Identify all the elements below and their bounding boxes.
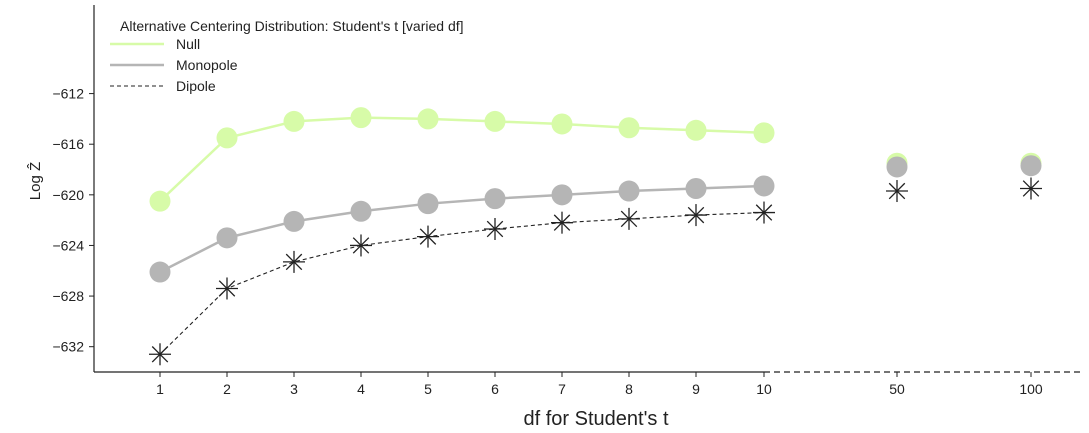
series-null bbox=[149, 107, 1042, 212]
asterisk-stroke bbox=[352, 237, 370, 254]
series-layer bbox=[149, 107, 1042, 366]
legend-title: Alternative Centering Distribution: Stud… bbox=[120, 18, 464, 34]
data-point-null bbox=[417, 108, 439, 130]
data-point-dipole bbox=[484, 217, 506, 240]
data-point-dipole bbox=[283, 250, 305, 273]
data-point-null bbox=[216, 127, 238, 149]
asterisk-stroke bbox=[151, 346, 169, 363]
legend: Alternative Centering Distribution: Stud… bbox=[110, 18, 464, 94]
asterisk-stroke bbox=[888, 182, 906, 200]
data-point-dipole bbox=[350, 234, 372, 257]
data-point-dipole bbox=[685, 204, 707, 227]
asterisk-stroke bbox=[1022, 180, 1040, 197]
x-tick-label: 8 bbox=[625, 381, 633, 397]
asterisk-stroke bbox=[285, 253, 303, 271]
asterisk-stroke bbox=[218, 280, 236, 297]
data-point-null bbox=[618, 117, 640, 139]
data-point-monopole bbox=[1020, 155, 1042, 177]
x-tick-label: 1 bbox=[156, 381, 164, 397]
x-tick-label: 6 bbox=[491, 381, 499, 397]
data-point-monopole bbox=[283, 210, 305, 232]
data-point-monopole bbox=[484, 188, 506, 210]
x-tick-label: 7 bbox=[558, 381, 566, 397]
x-tick-label: 9 bbox=[692, 381, 700, 397]
data-point-dipole bbox=[149, 343, 171, 366]
x-axis-title: df for Student's t bbox=[523, 408, 668, 430]
data-point-monopole bbox=[350, 200, 372, 222]
data-point-monopole bbox=[551, 184, 573, 206]
x-ticks: 1 2 3 4 5 6 7 8 9 10 50 100 bbox=[156, 372, 1043, 397]
x-tick-label: 4 bbox=[357, 381, 365, 397]
data-point-monopole bbox=[417, 193, 439, 215]
data-point-dipole bbox=[1020, 177, 1042, 200]
x-tick-label: 50 bbox=[889, 381, 905, 397]
data-point-monopole bbox=[753, 175, 775, 197]
data-point-null bbox=[551, 113, 573, 135]
asterisk-stroke bbox=[620, 210, 638, 228]
data-point-dipole bbox=[551, 211, 573, 234]
series-monopole bbox=[149, 155, 1042, 283]
data-point-monopole bbox=[886, 156, 908, 178]
data-point-monopole bbox=[216, 227, 238, 249]
series-line-monopole bbox=[159, 184, 765, 274]
x-tick-label: 3 bbox=[290, 381, 298, 397]
data-point-monopole bbox=[149, 261, 171, 283]
x-tick-label: 10 bbox=[756, 381, 772, 397]
data-point-monopole bbox=[618, 180, 640, 202]
y-tick-label: −612 bbox=[52, 86, 84, 102]
data-point-null bbox=[283, 110, 305, 132]
axes bbox=[93, 5, 1080, 373]
data-point-dipole bbox=[216, 277, 238, 300]
x-tick-label: 100 bbox=[1019, 381, 1043, 397]
series-dipole bbox=[149, 177, 1042, 366]
asterisk-stroke bbox=[687, 206, 705, 224]
y-tick-label: −620 bbox=[52, 187, 84, 203]
legend-entries: Null Monopole Dipole bbox=[110, 36, 238, 94]
x-tick-label: 5 bbox=[424, 381, 432, 397]
asterisk-stroke bbox=[755, 204, 773, 221]
data-point-dipole bbox=[618, 207, 640, 230]
y-tick-label: −632 bbox=[52, 339, 84, 355]
data-point-dipole bbox=[417, 225, 439, 248]
asterisk-stroke bbox=[553, 214, 571, 231]
data-point-dipole bbox=[753, 201, 775, 224]
data-point-null bbox=[685, 119, 707, 141]
legend-label-null: Null bbox=[176, 36, 200, 52]
data-point-null bbox=[753, 122, 775, 144]
y-ticks: −612 −616 −620 −624 −628 −632 bbox=[52, 86, 94, 355]
asterisk-stroke bbox=[419, 228, 437, 245]
y-tick-label: −624 bbox=[52, 237, 84, 253]
asterisk-stroke bbox=[486, 220, 504, 238]
series-line-null bbox=[159, 116, 765, 203]
data-point-null bbox=[484, 110, 506, 132]
y-tick-label: −628 bbox=[52, 288, 84, 304]
data-point-null bbox=[149, 190, 171, 212]
y-tick-label: −616 bbox=[52, 136, 84, 152]
series-line-dipole bbox=[159, 211, 765, 355]
data-point-dipole bbox=[886, 180, 908, 203]
x-tick-label: 2 bbox=[223, 381, 231, 397]
legend-label-monopole: Monopole bbox=[176, 57, 238, 73]
data-point-monopole bbox=[685, 178, 707, 199]
legend-label-dipole: Dipole bbox=[176, 78, 216, 94]
data-point-null bbox=[350, 107, 372, 129]
y-axis-title: Log Ẑ bbox=[27, 162, 44, 200]
